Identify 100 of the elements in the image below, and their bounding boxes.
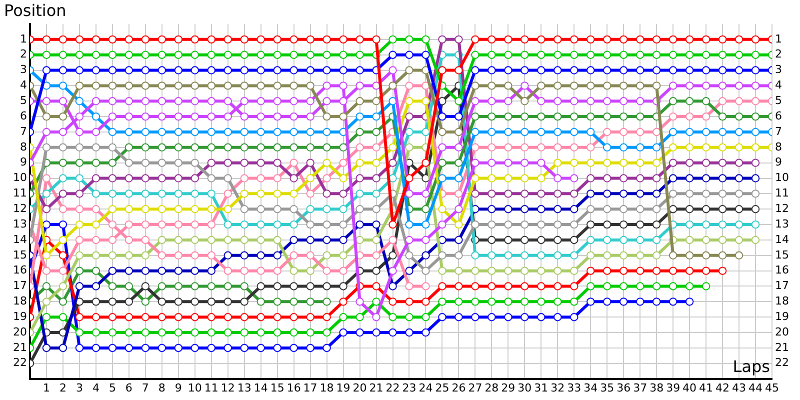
x-tick-label: 13 xyxy=(237,381,252,394)
point xyxy=(75,205,84,214)
point xyxy=(42,143,51,152)
point xyxy=(405,112,414,121)
point xyxy=(586,251,595,260)
point xyxy=(174,128,182,136)
point xyxy=(75,328,84,337)
point xyxy=(273,112,282,121)
point xyxy=(108,128,117,136)
point xyxy=(75,158,84,167)
point xyxy=(224,266,232,275)
point xyxy=(620,220,628,229)
point xyxy=(190,298,199,306)
point xyxy=(273,174,282,182)
point xyxy=(372,312,380,322)
point xyxy=(668,50,678,59)
point xyxy=(668,158,678,167)
point xyxy=(537,298,546,306)
point xyxy=(190,312,199,322)
point xyxy=(141,112,150,121)
point xyxy=(92,112,100,121)
point xyxy=(356,190,364,198)
point xyxy=(92,143,100,152)
point xyxy=(554,236,562,244)
point xyxy=(224,112,232,121)
point xyxy=(306,128,314,136)
point xyxy=(339,205,348,214)
point xyxy=(438,143,446,152)
point xyxy=(108,236,117,244)
point xyxy=(92,328,100,337)
point xyxy=(224,251,232,260)
point xyxy=(256,35,265,44)
x-tick-label: 38 xyxy=(650,381,664,394)
point xyxy=(158,174,166,182)
point xyxy=(751,220,760,229)
point xyxy=(158,344,166,352)
point xyxy=(405,328,414,337)
point xyxy=(92,298,100,306)
point xyxy=(504,35,512,44)
y2-tick-label: 1 xyxy=(775,32,782,46)
point xyxy=(570,97,578,106)
point xyxy=(620,251,628,260)
point xyxy=(702,220,710,229)
point xyxy=(158,66,166,74)
point xyxy=(306,344,314,352)
point xyxy=(537,158,546,167)
point xyxy=(388,251,397,260)
point xyxy=(603,266,612,275)
point xyxy=(718,220,727,229)
point xyxy=(306,205,314,214)
point xyxy=(388,298,397,306)
point xyxy=(668,282,678,290)
point xyxy=(174,344,182,352)
point xyxy=(702,112,710,121)
point xyxy=(520,50,529,59)
x-tick-label: 5 xyxy=(108,381,116,394)
point xyxy=(42,66,51,74)
point xyxy=(454,251,463,260)
point xyxy=(751,158,760,167)
point xyxy=(554,35,562,44)
point xyxy=(488,35,496,44)
point xyxy=(620,112,628,121)
point xyxy=(734,236,744,244)
point xyxy=(42,266,51,275)
point xyxy=(75,97,84,106)
point xyxy=(207,158,216,167)
point xyxy=(124,97,134,106)
point xyxy=(718,190,727,198)
point xyxy=(224,312,232,322)
point xyxy=(504,190,512,198)
point xyxy=(224,282,232,290)
point xyxy=(108,328,117,337)
point xyxy=(668,251,678,260)
point xyxy=(504,251,512,260)
point xyxy=(751,50,760,59)
point xyxy=(356,50,364,59)
point xyxy=(603,35,612,44)
point xyxy=(290,312,298,322)
point xyxy=(734,66,744,74)
point xyxy=(190,35,199,44)
point xyxy=(734,220,744,229)
point xyxy=(702,128,710,136)
point xyxy=(240,66,248,74)
point xyxy=(273,236,282,244)
point xyxy=(702,205,710,214)
point xyxy=(108,66,117,74)
x-tick-label: 39 xyxy=(666,381,680,394)
point xyxy=(471,282,480,290)
point xyxy=(504,174,512,182)
point xyxy=(454,190,463,198)
point xyxy=(124,282,134,290)
point xyxy=(207,328,216,337)
point xyxy=(554,82,562,90)
point xyxy=(454,158,463,167)
point xyxy=(718,128,727,136)
point xyxy=(554,97,562,106)
point xyxy=(207,251,216,260)
point xyxy=(372,174,380,182)
point xyxy=(240,205,248,214)
point xyxy=(488,82,496,90)
